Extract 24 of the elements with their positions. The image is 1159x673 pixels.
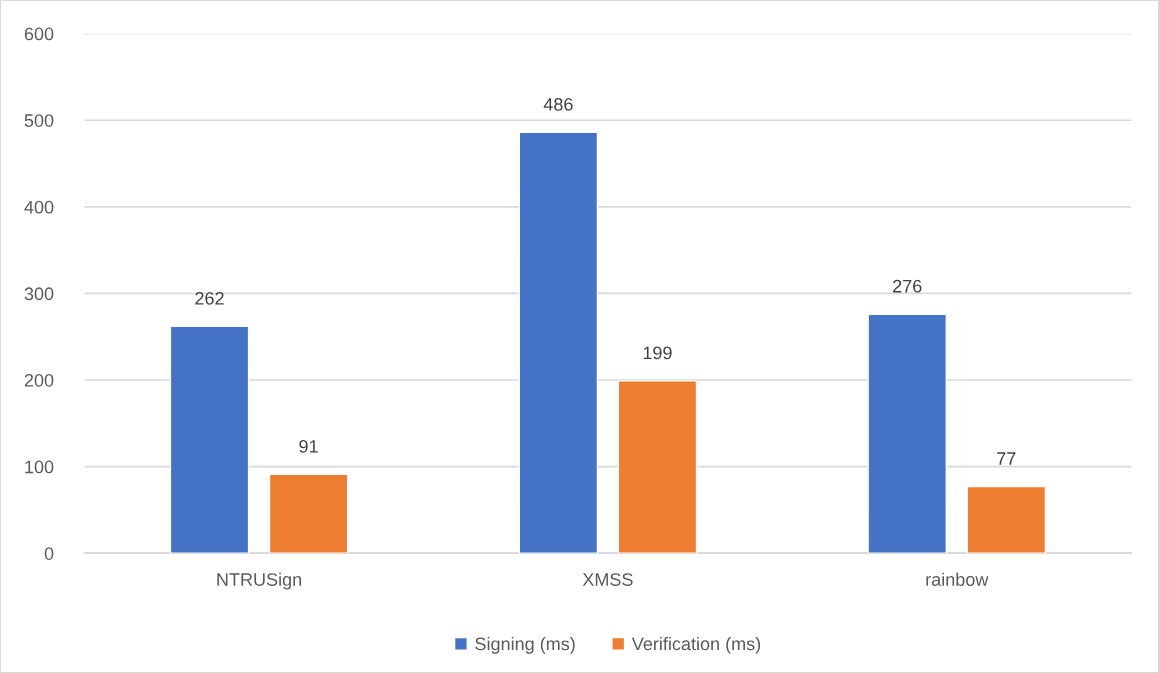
bar — [966, 485, 1047, 554]
legend-label: Verification (ms) — [631, 637, 761, 654]
x-tick-label: NTRUSign — [217, 572, 302, 590]
y-tick-label: 400 — [24, 200, 54, 214]
data-label: 91 — [299, 440, 318, 453]
bar — [268, 473, 349, 554]
bar — [867, 313, 947, 554]
legend-label: Signing (ms) — [475, 637, 575, 654]
y-tick-label: 100 — [25, 460, 54, 474]
data-label: 276 — [893, 279, 922, 293]
y-tick-label: 500 — [24, 114, 54, 127]
y-tick-label: 600 — [24, 27, 54, 41]
x-tick-label: rainbow — [926, 572, 989, 586]
data-label: 77 — [997, 452, 1016, 465]
data-label: 262 — [195, 291, 224, 305]
bar — [518, 131, 599, 554]
x-tick-label: XMSS — [582, 573, 633, 586]
bar — [617, 380, 698, 554]
y-tick-label: 0 — [44, 547, 54, 560]
data-label: 486 — [543, 97, 573, 111]
bar — [169, 325, 250, 554]
data-label: 199 — [643, 346, 672, 360]
y-tick-label: 200 — [24, 373, 54, 387]
y-tick-label: 300 — [24, 287, 54, 301]
